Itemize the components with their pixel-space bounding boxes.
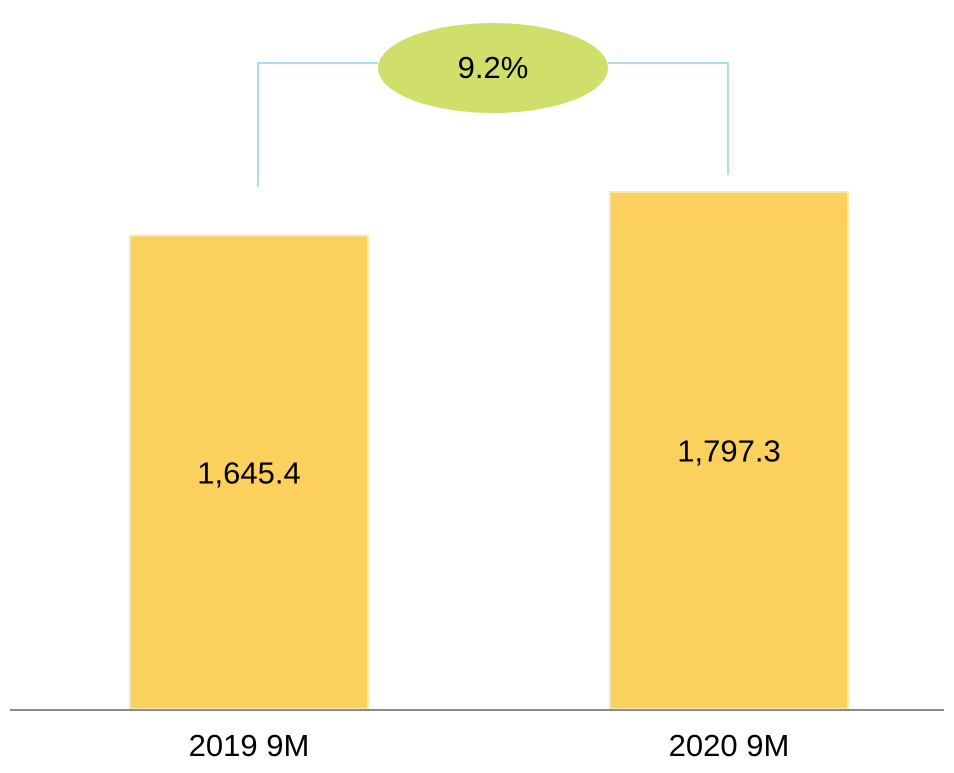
- x-tick-label: 2019 9M: [189, 728, 310, 763]
- x-tick-label: 2020 9M: [669, 728, 790, 763]
- value-label: 1,797.3: [677, 434, 780, 469]
- growth-bubble: [378, 23, 608, 113]
- value-label: 1,645.4: [197, 456, 300, 491]
- growth-label: 9.2%: [458, 50, 529, 85]
- bar: [129, 234, 369, 710]
- connector: [257, 62, 378, 187]
- connector: [608, 62, 729, 175]
